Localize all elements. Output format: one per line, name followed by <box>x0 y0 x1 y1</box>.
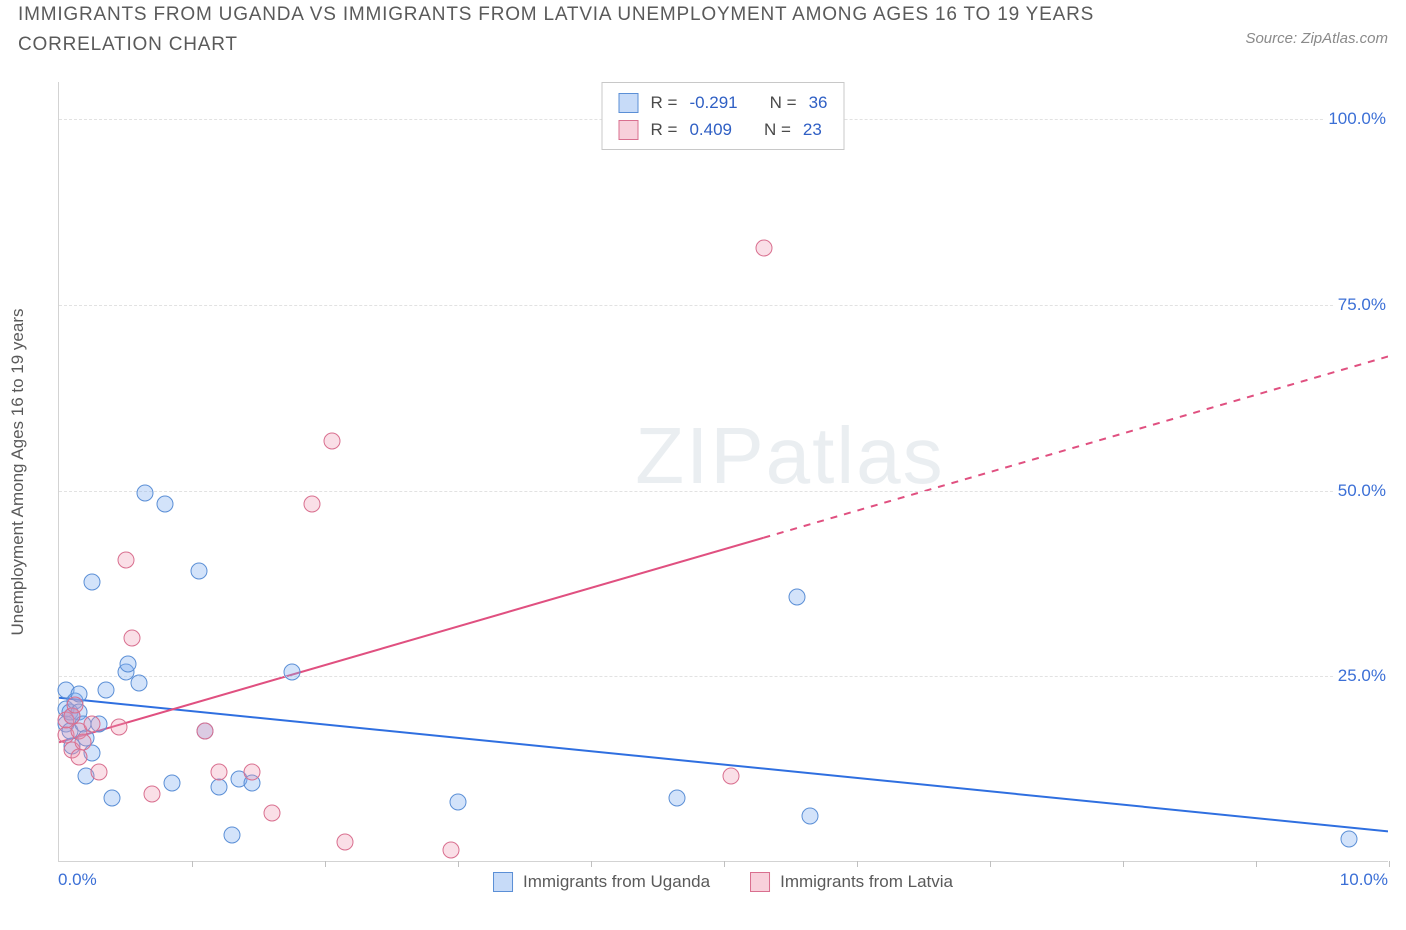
data-point-uganda <box>223 827 240 844</box>
legend-label: Immigrants from Uganda <box>523 872 710 892</box>
x-axis-min-label: 0.0% <box>58 870 97 890</box>
trendline-latvia-extrapolated <box>763 357 1388 538</box>
x-axis-max-label: 10.0% <box>1340 870 1388 890</box>
data-point-uganda <box>190 563 207 580</box>
data-point-uganda <box>789 589 806 606</box>
trendline-latvia <box>59 538 763 742</box>
gridline <box>59 676 1388 677</box>
x-tick <box>990 861 991 867</box>
data-point-latvia <box>144 786 161 803</box>
x-tick <box>192 861 193 867</box>
legend-item-latvia: Immigrants from Latvia <box>750 872 953 892</box>
trendline-uganda <box>59 698 1388 832</box>
stat-n-value: 36 <box>809 89 828 116</box>
stat-n-label: N = <box>770 89 797 116</box>
x-tick <box>325 861 326 867</box>
data-point-latvia <box>336 834 353 851</box>
data-point-latvia <box>74 734 91 751</box>
source-credit: Source: ZipAtlas.com <box>1245 30 1388 47</box>
data-point-latvia <box>124 630 141 647</box>
data-point-uganda <box>669 789 686 806</box>
data-point-latvia <box>70 749 87 766</box>
data-point-latvia <box>443 841 460 858</box>
legend-swatch <box>619 120 639 140</box>
data-point-latvia <box>197 723 214 740</box>
data-point-uganda <box>283 663 300 680</box>
stats-row: R = -0.291 N = 36 <box>619 89 828 116</box>
data-point-latvia <box>323 433 340 450</box>
data-point-uganda <box>450 793 467 810</box>
y-tick-label: 100.0% <box>1324 109 1390 129</box>
legend-swatch <box>750 872 770 892</box>
data-point-uganda <box>104 789 121 806</box>
data-point-latvia <box>90 763 107 780</box>
gridline <box>59 305 1388 306</box>
data-point-uganda <box>210 778 227 795</box>
x-tick <box>591 861 592 867</box>
stat-r-label: R = <box>651 89 678 116</box>
scatter-chart: ZIPatlas 25.0%50.0%75.0%100.0% Unemploym… <box>58 82 1388 862</box>
x-tick <box>857 861 858 867</box>
stat-r-value: -0.291 <box>689 89 737 116</box>
stat-n-value: 23 <box>803 116 822 143</box>
x-tick <box>1123 861 1124 867</box>
legend-swatch <box>619 93 639 113</box>
data-point-latvia <box>755 240 772 257</box>
data-point-uganda <box>157 496 174 513</box>
gridline <box>59 491 1388 492</box>
data-point-latvia <box>243 763 260 780</box>
data-point-uganda <box>84 574 101 591</box>
x-tick <box>458 861 459 867</box>
data-point-uganda <box>120 656 137 673</box>
data-point-uganda <box>802 808 819 825</box>
y-tick-label: 50.0% <box>1334 481 1390 501</box>
y-tick-label: 75.0% <box>1334 295 1390 315</box>
stat-r-label: R = <box>651 116 678 143</box>
data-point-latvia <box>722 767 739 784</box>
data-point-latvia <box>303 496 320 513</box>
data-point-latvia <box>117 552 134 569</box>
data-point-uganda <box>1341 830 1358 847</box>
data-point-latvia <box>66 697 83 714</box>
data-point-uganda <box>164 775 181 792</box>
x-tick <box>724 861 725 867</box>
y-axis-title: Unemployment Among Ages 16 to 19 years <box>8 309 28 636</box>
data-point-uganda <box>97 682 114 699</box>
page-title: IMMIGRANTS FROM UGANDA VS IMMIGRANTS FRO… <box>18 0 1118 61</box>
legend-label: Immigrants from Latvia <box>780 872 953 892</box>
data-point-uganda <box>137 485 154 502</box>
data-point-latvia <box>110 719 127 736</box>
watermark: ZIPatlas <box>635 410 944 502</box>
stat-n-label: N = <box>764 116 791 143</box>
x-tick <box>1389 861 1390 867</box>
data-point-uganda <box>130 674 147 691</box>
data-point-latvia <box>84 715 101 732</box>
legend-swatch <box>493 872 513 892</box>
series-legend: Immigrants from Uganda Immigrants from La… <box>493 872 953 892</box>
legend-item-uganda: Immigrants from Uganda <box>493 872 710 892</box>
data-point-latvia <box>210 763 227 780</box>
stat-r-value: 0.409 <box>689 116 732 143</box>
stats-row: R = 0.409 N = 23 <box>619 116 828 143</box>
x-tick <box>1256 861 1257 867</box>
y-tick-label: 25.0% <box>1334 666 1390 686</box>
stats-legend: R =-0.291N =36R =0.409N =23 <box>602 82 845 150</box>
data-point-latvia <box>263 804 280 821</box>
